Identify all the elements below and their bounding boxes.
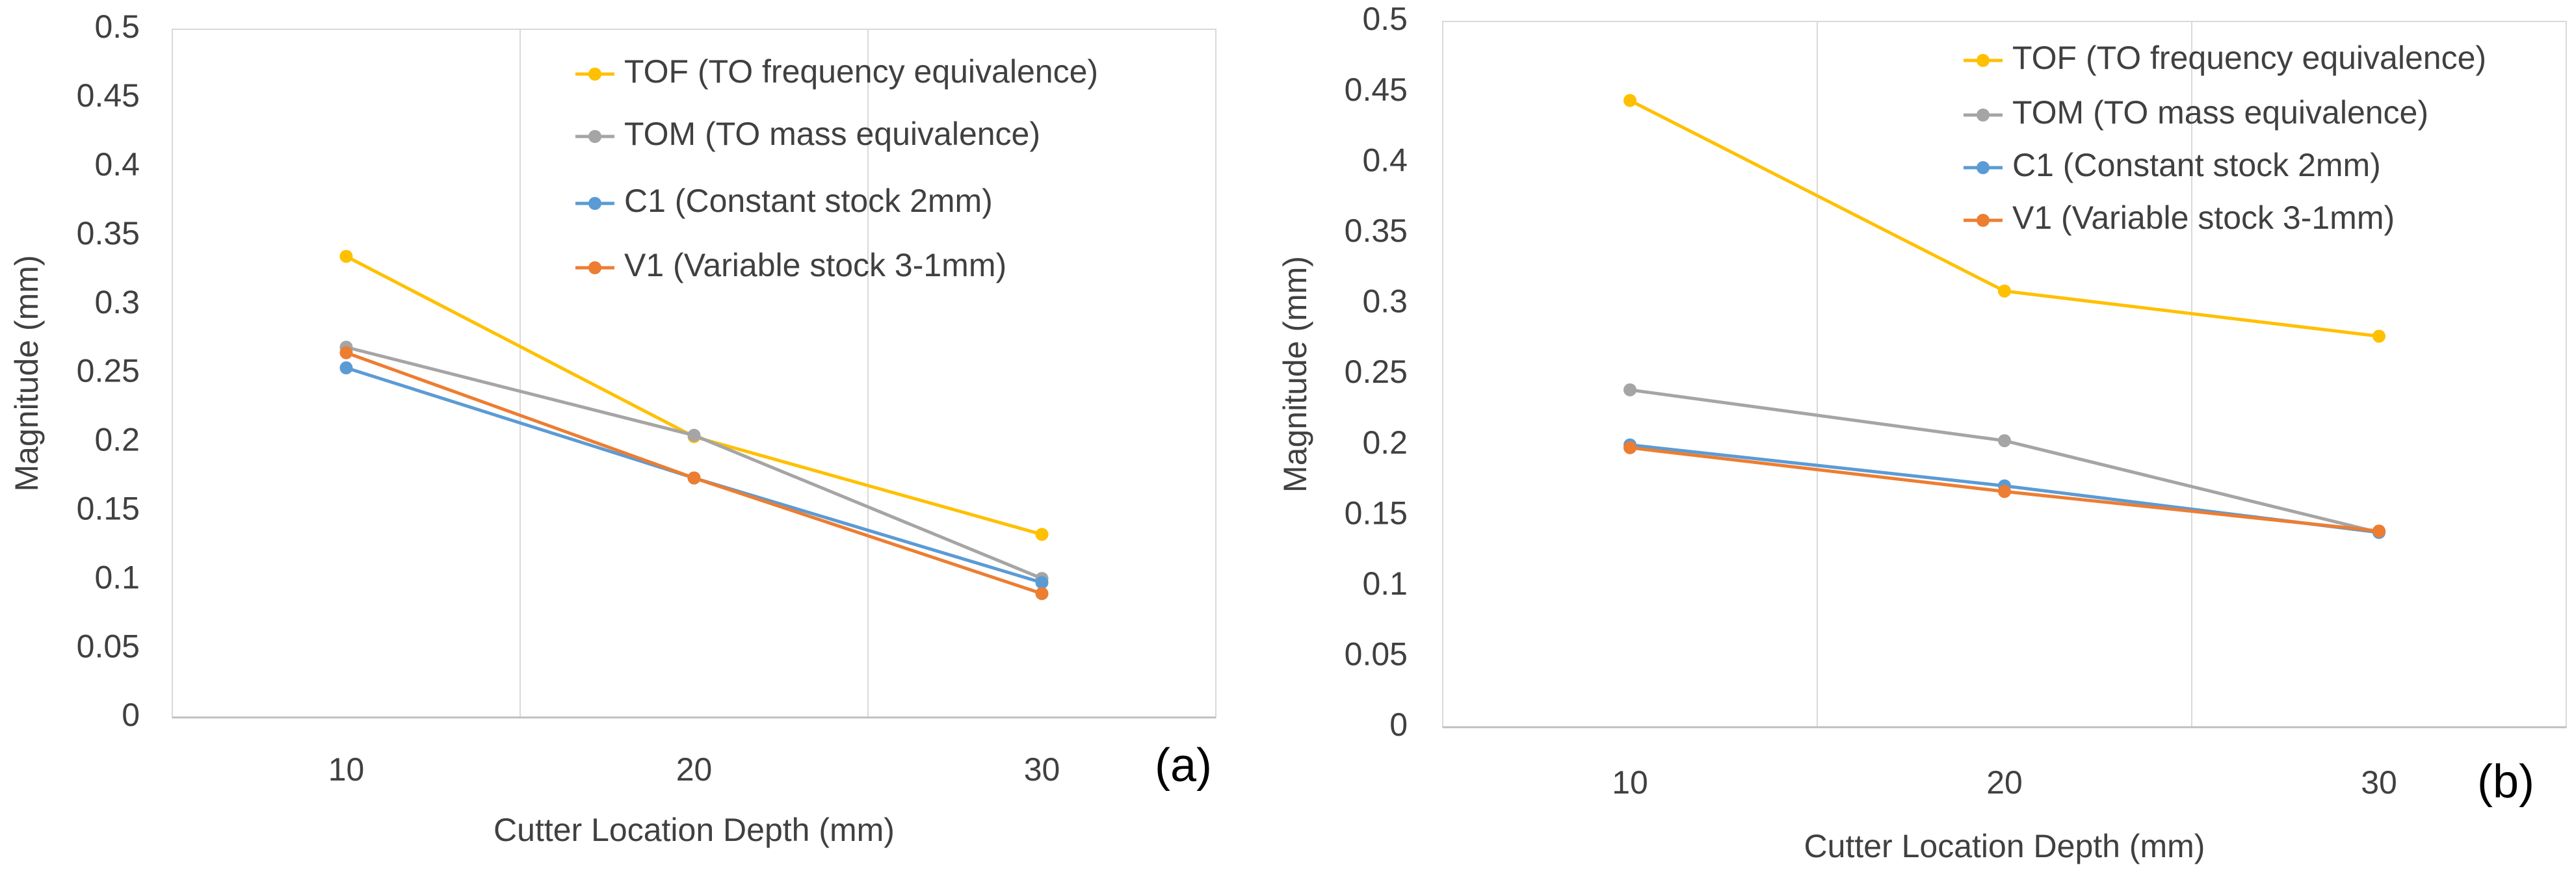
panel-label: (a) [1155, 740, 1212, 792]
y-tick-label: 0.1 [94, 559, 140, 595]
point [2372, 329, 2385, 343]
legend-marker [1977, 109, 1990, 122]
x-tick-label: 10 [328, 751, 365, 788]
point [1035, 587, 1049, 600]
y-tick-label: 0.15 [77, 491, 140, 527]
x-axis-title: Cutter Location Depth (mm) [1804, 828, 2205, 864]
legend-marker [1977, 214, 1990, 227]
x-axis-title: Cutter Location Depth (mm) [493, 812, 895, 848]
y-tick-label: 0.4 [1362, 142, 1408, 178]
point [1623, 441, 1636, 454]
legend-marker [588, 130, 601, 143]
y-tick-label: 0.2 [1362, 424, 1408, 461]
y-tick-label: 0.35 [1345, 213, 1408, 249]
y-tick-label: 0.25 [1345, 354, 1408, 390]
y-tick-label: 0.5 [1362, 1, 1408, 37]
point [2372, 524, 2385, 538]
legend-label: TOF (TO frequency equivalence) [624, 53, 1098, 90]
legend-marker [1977, 161, 1990, 174]
y-axis-title: Magnitude (mm) [1277, 256, 1313, 493]
point [339, 361, 353, 375]
y-tick-label: 0.05 [77, 628, 140, 664]
panel-label: (b) [2477, 756, 2534, 808]
point [1623, 383, 1636, 396]
point [1998, 434, 2011, 448]
y-tick-label: 0.05 [1345, 636, 1408, 673]
legend-marker [588, 68, 601, 81]
legend-marker [1977, 54, 1990, 67]
legend-label: TOM (TO mass equivalence) [624, 116, 1040, 152]
y-axis-title: Magnitude (mm) [8, 255, 45, 492]
point [1035, 528, 1049, 541]
x-tick-label: 20 [1986, 764, 2023, 801]
y-tick-label: 0.1 [1362, 565, 1408, 602]
point [687, 471, 701, 485]
legend-label: TOM (TO mass equivalence) [2012, 94, 2428, 131]
y-tick-label: 0.3 [94, 284, 140, 320]
point [687, 428, 701, 442]
point [339, 346, 353, 359]
y-tick-label: 0.5 [94, 8, 140, 45]
series-line [345, 345, 1043, 580]
y-tick-label: 0 [122, 697, 140, 733]
x-tick-label: 30 [2361, 764, 2397, 801]
legend-label: C1 (Constant stock 2mm) [624, 183, 993, 219]
point [1035, 576, 1049, 589]
legend-label: V1 (Variable stock 3-1mm) [2012, 200, 2395, 236]
y-tick-label: 0.15 [1345, 495, 1408, 531]
point [1998, 485, 2011, 498]
x-tick-label: 20 [676, 751, 713, 788]
y-tick-label: 0 [1389, 706, 1408, 743]
y-tick-label: 0.45 [77, 77, 140, 114]
y-tick-label: 0.35 [77, 215, 140, 252]
y-tick-label: 0.25 [77, 353, 140, 389]
series-line [345, 255, 1043, 536]
point [1623, 94, 1636, 107]
legend-label: V1 (Variable stock 3-1mm) [624, 247, 1006, 283]
legend-marker [588, 261, 601, 274]
legend-marker [588, 197, 601, 210]
point [339, 250, 353, 263]
legend-label: TOF (TO frequency equivalence) [2012, 40, 2486, 76]
legend-label: C1 (Constant stock 2mm) [2012, 147, 2381, 183]
y-tick-label: 0.4 [94, 146, 140, 183]
point [1998, 284, 2011, 298]
x-tick-label: 10 [1612, 764, 1648, 801]
y-tick-label: 0.2 [94, 422, 140, 458]
y-tick-label: 0.45 [1345, 71, 1408, 108]
y-tick-label: 0.3 [1362, 283, 1408, 320]
x-tick-label: 30 [1024, 751, 1060, 788]
